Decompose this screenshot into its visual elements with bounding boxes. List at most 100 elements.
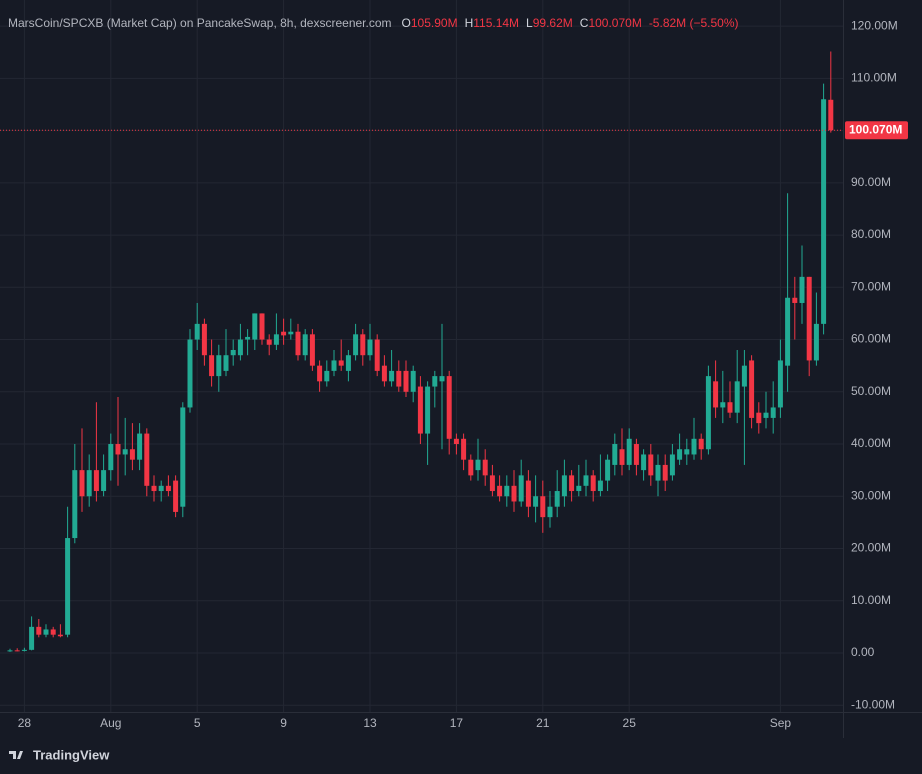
candle-body [489, 475, 495, 492]
candle-body [129, 449, 135, 460]
candle-body [612, 444, 618, 465]
candle-body [504, 485, 510, 497]
candle-body [360, 334, 366, 356]
candle-body [518, 475, 524, 502]
candle-body [648, 454, 654, 476]
candle-body [288, 331, 294, 335]
y-tick-label: 90.00M [851, 175, 891, 189]
candle-body [576, 485, 582, 492]
candle-body [554, 491, 560, 507]
candle-body [374, 339, 380, 371]
ohlc-label: O [402, 16, 411, 30]
candle-body [813, 323, 819, 361]
candle-body [281, 331, 287, 336]
candle-body [353, 334, 359, 356]
candle-body [252, 313, 258, 340]
candle-body [158, 485, 164, 492]
candle-body [453, 438, 459, 445]
candle-body [662, 464, 668, 481]
ohlc-label: L [526, 16, 533, 30]
price-change: -5.82M (−5.50%) [649, 16, 739, 30]
candle-body [345, 355, 351, 371]
candle-body [461, 438, 467, 460]
last-price-label: 100.070M [849, 122, 902, 136]
candle-body [180, 407, 186, 507]
x-tick-label: 9 [280, 716, 287, 730]
y-tick-label: 80.00M [851, 227, 891, 241]
candle-body [641, 454, 647, 471]
y-tick-label: 60.00M [851, 332, 891, 346]
candle-body [590, 475, 596, 492]
candle-body [137, 433, 143, 460]
ohlc-label: H [465, 16, 474, 30]
candle-body [50, 629, 56, 635]
candle-body [626, 438, 632, 465]
candle-body [173, 480, 179, 512]
x-tick-label: Sep [770, 716, 792, 730]
candle-body [525, 480, 531, 507]
candle-body [756, 412, 762, 424]
candle-body [446, 376, 452, 439]
last-price-box [845, 121, 908, 140]
candle-body [425, 386, 431, 434]
candle-body [331, 360, 337, 371]
y-tick-label: 10.00M [851, 593, 891, 607]
candle-body [309, 334, 315, 366]
candle-body [93, 470, 99, 492]
candle-body [597, 480, 603, 492]
candle-body [432, 376, 438, 387]
candle-body [749, 360, 755, 418]
candle-body [115, 444, 121, 455]
candle-body [237, 339, 243, 356]
candle-body [403, 370, 409, 392]
candle-body [201, 323, 207, 356]
candle-body [475, 459, 481, 471]
y-tick-label: 40.00M [851, 436, 891, 450]
candle-body [410, 370, 416, 392]
candle-body [396, 370, 402, 387]
candle-body [338, 360, 344, 366]
candle-body [230, 349, 236, 356]
chart-title: MarsCoin/SPCXB (Market Cap) on PancakeSw… [8, 16, 392, 30]
candle-body [367, 339, 373, 356]
candle-body [151, 485, 157, 492]
candle-body [266, 339, 272, 345]
candle-body [79, 470, 85, 497]
candle-body [259, 313, 265, 340]
candle-body [223, 355, 229, 371]
candle-body [547, 506, 553, 518]
candle-body [29, 626, 35, 650]
candle-body [669, 454, 675, 476]
candle-body [317, 365, 323, 382]
candle-body [417, 386, 423, 434]
candle-body [605, 459, 611, 481]
candle-body [194, 323, 200, 340]
y-tick-label: 20.00M [851, 541, 891, 555]
y-tick-label: 110.00M [851, 71, 897, 85]
candle-body [389, 370, 395, 382]
candle-body [86, 470, 92, 497]
candle-body [792, 297, 798, 303]
ohlc-value: 100.070M [588, 16, 641, 30]
footer-brand: TradingView [33, 747, 110, 762]
candle-body [633, 444, 639, 465]
candle-body [187, 339, 193, 408]
candle-body [497, 485, 503, 497]
footer-logo: TradingView [9, 747, 110, 762]
candle-body [122, 449, 128, 455]
candle-body [655, 464, 661, 481]
candle-body [324, 370, 330, 382]
x-tick-label: 13 [363, 716, 377, 730]
candle-body [734, 381, 740, 413]
candle-body [302, 334, 308, 356]
ohlc-value: 115.14M [473, 16, 519, 30]
candle-body [698, 438, 704, 450]
ohlc-value: 105.90M [411, 16, 458, 30]
candle-body [511, 485, 517, 502]
candle-body [482, 459, 488, 476]
y-tick-label: 0.00 [851, 645, 875, 659]
candle-body [561, 475, 567, 497]
candle-body [684, 449, 690, 455]
candle-body [468, 459, 474, 476]
x-tick-label: 17 [450, 716, 464, 730]
